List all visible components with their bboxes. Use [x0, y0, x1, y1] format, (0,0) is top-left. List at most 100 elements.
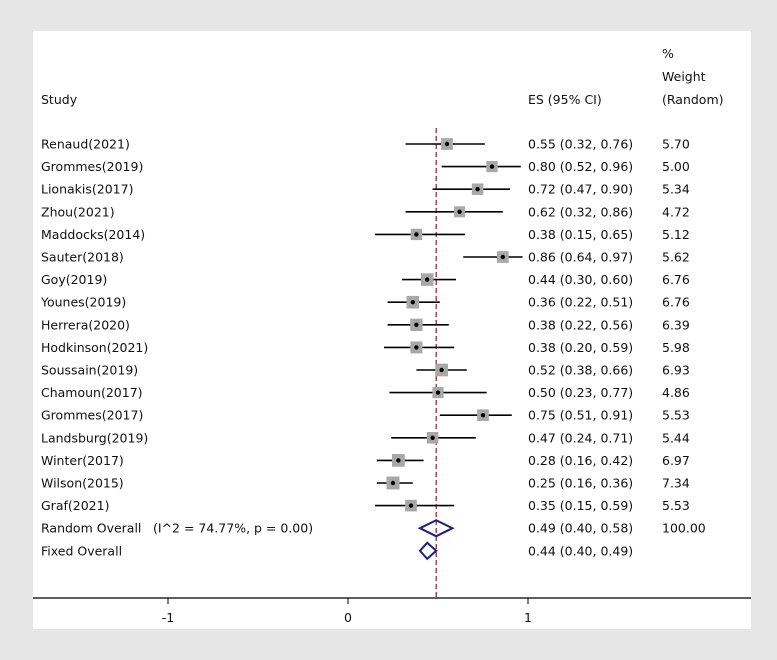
study-point-estimate: [439, 367, 444, 373]
overall-es-ci: 0.49 (0.40, 0.58): [528, 521, 633, 536]
study-point-estimate: [489, 164, 495, 169]
study-es-ci: 0.80 (0.52, 0.96): [528, 159, 633, 174]
study-point-estimate: [500, 254, 505, 260]
study-row: Hodkinson(2021) 0.38 (0.20, 0.59) 5.98: [41, 340, 690, 355]
header-es: ES (95% CI): [528, 92, 602, 107]
study-point-estimate: [425, 277, 430, 282]
study-name: Renaud(2021): [41, 137, 130, 152]
study-weight: 7.34: [662, 476, 690, 491]
study-name: Wilson(2015): [41, 476, 124, 491]
study-point-estimate: [396, 458, 401, 463]
study-name: Chamoun(2017): [41, 385, 143, 400]
overall-weight: 100.00: [662, 521, 706, 536]
overall-heterogeneity: (I^2 = 74.77%, p = 0.00): [153, 521, 313, 536]
study-weight: 5.62: [662, 250, 690, 265]
study-point-estimate: [475, 187, 480, 192]
study-row: Chamoun(2017) 0.50 (0.23, 0.77) 4.86: [41, 385, 690, 400]
study-point-estimate: [414, 322, 419, 327]
study-row: Goy(2019) 0.44 (0.30, 0.60) 6.76: [41, 272, 690, 287]
study-weight: 5.12: [662, 227, 690, 242]
study-row: Renaud(2021) 0.55 (0.32, 0.76) 5.70: [41, 137, 690, 152]
study-weight: 6.39: [662, 317, 690, 332]
study-es-ci: 0.25 (0.16, 0.36): [528, 476, 633, 491]
study-weight: 4.72: [662, 204, 690, 219]
study-name: Younes(2019): [40, 295, 126, 310]
study-es-ci: 0.47 (0.24, 0.71): [528, 430, 633, 445]
forest-plot-panel: Study ES (95% CI)% Weight (Random) Renaud(2…: [33, 31, 751, 629]
study-name: Landsburg(2019): [41, 430, 148, 445]
study-point-estimate: [444, 141, 450, 147]
study-name: Graf(2021): [41, 498, 109, 513]
study-point-estimate: [414, 345, 419, 350]
study-weight: 5.98: [662, 340, 690, 355]
study-point-estimate: [435, 390, 441, 395]
study-weight: 5.34: [662, 182, 690, 197]
overall-diamond: [417, 519, 455, 538]
study-es-ci: 0.38 (0.20, 0.59): [528, 340, 633, 355]
study-weight: 5.00: [662, 159, 690, 174]
study-es-ci: 0.44 (0.30, 0.60): [528, 272, 633, 287]
study-es-ci: 0.35 (0.15, 0.59): [528, 498, 633, 513]
study-row: Zhou(2021) 0.62 (0.32, 0.86) 4.72: [41, 204, 690, 219]
study-es-ci: 0.38 (0.15, 0.65): [528, 227, 633, 242]
forest-plot-svg: Study ES (95% CI)% Weight (Random) Renaud(2…: [33, 46, 751, 625]
study-point-estimate: [410, 300, 415, 305]
overall-row: Fixed Overall 0.44 (0.40, 0.49): [41, 541, 633, 561]
study-name: Hodkinson(2021): [41, 340, 148, 355]
study-name: Winter(2017): [41, 453, 124, 468]
study-weight: 6.97: [662, 453, 690, 468]
overall-name: Random Overall: [41, 521, 141, 536]
x-axis-tick-label: 1: [524, 610, 532, 625]
study-es-ci: 0.75 (0.51, 0.91): [528, 408, 633, 423]
study-weight: 5.70: [662, 137, 690, 152]
study-row: Wilson(2015) 0.25 (0.16, 0.36) 7.34: [41, 476, 690, 491]
header-weight-line-2: Weight: [662, 69, 706, 84]
overall-diamond: [418, 541, 438, 561]
study-weight: 5.44: [662, 430, 690, 445]
study-name: Soussain(2019): [41, 363, 138, 378]
study-point-estimate: [414, 232, 419, 237]
study-name: Zhou(2021): [41, 204, 115, 219]
overall-row: Random Overall (I^2 = 74.77%, p = 0.00) 0.…: [41, 519, 706, 538]
study-point-estimate: [457, 209, 462, 214]
study-row: Lionakis(2017) 0.72 (0.47, 0.90) 5.34: [41, 182, 690, 197]
study-row: Grommes(2019) 0.80 (0.52, 0.96) 5.00: [41, 159, 690, 174]
study-row: Winter(2017) 0.28 (0.16, 0.42) 6.97: [41, 453, 690, 468]
x-axis-tick-label: -1: [162, 610, 174, 625]
study-name: Lionakis(2017): [41, 182, 133, 197]
study-row: Soussain(2019) 0.52 (0.38, 0.66) 6.93: [41, 363, 690, 378]
study-es-ci: 0.55 (0.32, 0.76): [528, 137, 633, 152]
study-weight: 5.53: [662, 498, 690, 513]
study-es-ci: 0.36 (0.22, 0.51): [528, 295, 633, 310]
study-point-estimate: [390, 480, 396, 486]
study-es-ci: 0.28 (0.16, 0.42): [528, 453, 633, 468]
study-name: Sauter(2018): [41, 250, 124, 265]
overall-name: Fixed Overall: [41, 543, 122, 558]
header-weight-line-1: %: [662, 46, 674, 61]
study-es-ci: 0.50 (0.23, 0.77): [528, 385, 633, 400]
study-row: Sauter(2018) 0.86 (0.64, 0.97) 5.62: [41, 250, 690, 265]
study-es-ci: 0.62 (0.32, 0.86): [528, 204, 633, 219]
study-name: Grommes(2019): [41, 159, 143, 174]
study-name: Herrera(2020): [41, 317, 130, 332]
study-es-ci: 0.72 (0.47, 0.90): [528, 182, 633, 197]
study-weight: 6.93: [662, 363, 690, 378]
study-row: Younes(2019) 0.36 (0.22, 0.51) 6.76: [40, 295, 690, 310]
study-row: Graf(2021) 0.35 (0.15, 0.59) 5.53: [41, 498, 690, 513]
study-row: Maddocks(2014) 0.38 (0.15, 0.65) 5.12: [41, 227, 690, 242]
header-weight-line-3: (Random): [662, 92, 724, 107]
study-point-estimate: [408, 503, 414, 508]
study-es-ci: 0.38 (0.22, 0.56): [528, 317, 633, 332]
overall-es-ci: 0.44 (0.40, 0.49): [528, 543, 633, 558]
study-row: Landsburg(2019) 0.47 (0.24, 0.71) 5.44: [41, 430, 690, 445]
study-point-estimate: [430, 435, 435, 440]
x-axis-tick-label: 0: [344, 610, 352, 625]
study-es-ci: 0.86 (0.64, 0.97): [528, 250, 633, 265]
study-weight: 4.86: [662, 385, 690, 400]
study-name: Maddocks(2014): [41, 227, 145, 242]
study-point-estimate: [480, 413, 486, 418]
study-row: Herrera(2020) 0.38 (0.22, 0.56) 6.39: [41, 317, 690, 332]
study-weight: 6.76: [662, 295, 690, 310]
study-name: Goy(2019): [41, 272, 107, 287]
header-study: Study: [41, 92, 78, 107]
